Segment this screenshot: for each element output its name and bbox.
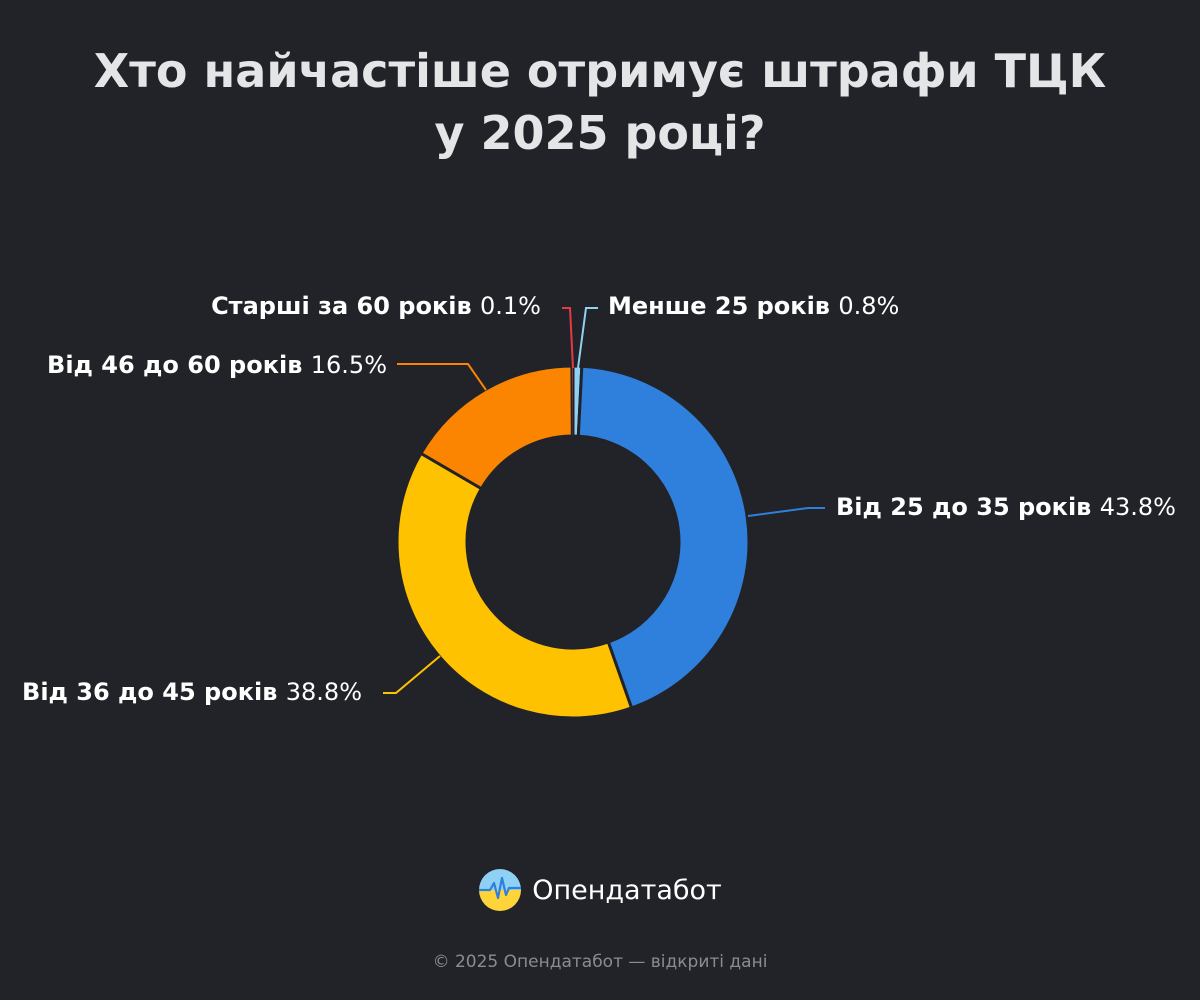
footer-copyright: © 2025 Опендатабот — відкриті дані: [432, 952, 768, 972]
chart-title: Хто найчастіше отримує штрафи ТЦК у 2025…: [0, 40, 1200, 164]
slice-value-label: 16.5%: [311, 351, 387, 379]
slice-data-label: Від 46 до 60 років 16.5%: [47, 351, 387, 379]
slice-category-label: Від 46 до 60 років: [47, 351, 311, 379]
slice-data-label: Старші за 60 років 0.1%: [211, 292, 541, 320]
opendatabot-logo-icon: [479, 869, 522, 911]
label-leader-line: [397, 363, 487, 391]
brand: Опендатабот: [0, 868, 1200, 912]
slice-value-label: 43.8%: [1100, 493, 1176, 521]
slice-value-label: 38.8%: [286, 678, 362, 706]
label-leader-line: [577, 307, 598, 369]
slice-data-label: Від 36 до 45 років 38.8%: [22, 678, 362, 706]
label-leader-line: [383, 655, 441, 694]
slice-category-label: Менше 25 років: [608, 292, 838, 320]
donut-slice: [576, 364, 751, 710]
chart-title-line-1: Хто найчастіше отримує штрафи ТЦК: [93, 44, 1107, 98]
slice-category-label: Старші за 60 років: [211, 292, 480, 320]
slice-category-label: Від 36 до 45 років: [22, 678, 286, 706]
slice-value-label: 0.8%: [838, 292, 899, 320]
label-leader-line: [562, 307, 574, 369]
label-leader-line: [747, 507, 825, 517]
brand-name: Опендатабот: [532, 874, 722, 906]
slice-data-label: Менше 25 років 0.8%: [608, 292, 899, 320]
donut-slice: [571, 365, 574, 437]
slice-category-label: Від 25 до 35 років: [836, 493, 1100, 521]
slice-value-label: 0.1%: [480, 292, 541, 320]
donut-slice: [395, 451, 634, 720]
slice-data-label: Від 25 до 35 років 43.8%: [836, 493, 1176, 521]
chart-title-line-2: у 2025 році?: [434, 106, 766, 160]
